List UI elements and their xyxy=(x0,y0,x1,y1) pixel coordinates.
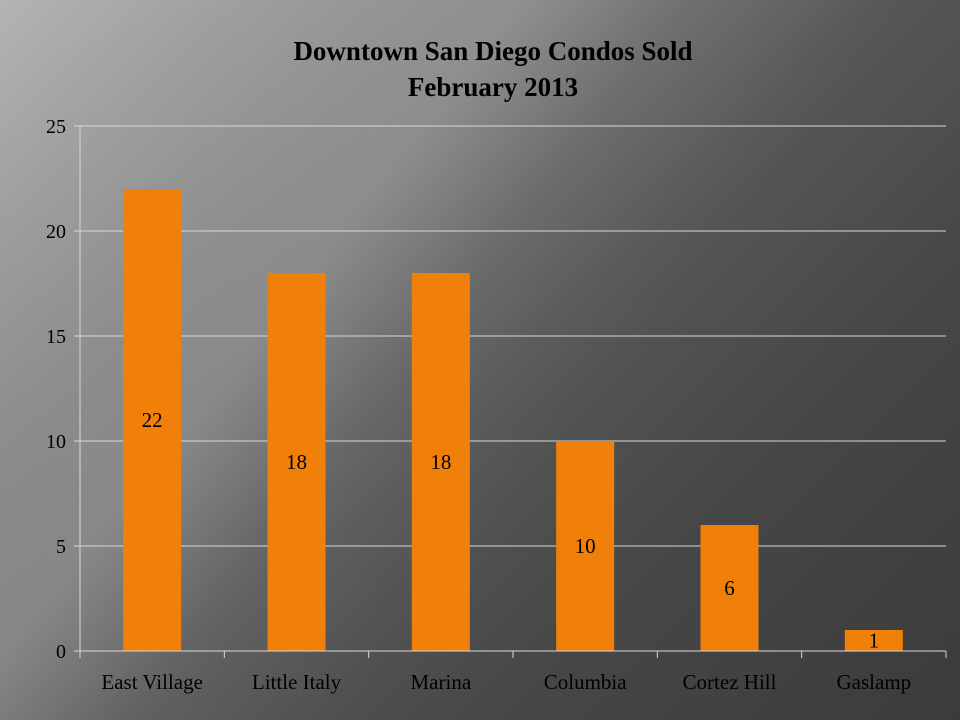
bar-gaslamp xyxy=(844,630,903,651)
y-tick-label: 10 xyxy=(46,431,66,453)
y-tick-label: 0 xyxy=(56,641,66,663)
data-label: 6 xyxy=(724,576,735,600)
y-tick-label: 25 xyxy=(46,116,66,138)
data-label: 18 xyxy=(430,450,451,474)
bars: 22 18 18 10 6 1 xyxy=(123,189,903,653)
data-label: 10 xyxy=(575,534,596,558)
bar-cortez-hill xyxy=(700,525,759,651)
data-label: 22 xyxy=(142,408,163,432)
chart-title: Downtown San Diego Condos Sold xyxy=(293,36,692,66)
data-label: 1 xyxy=(869,629,880,653)
axes: 0 5 10 15 20 25 East Village Little Italy Marina… xyxy=(46,116,947,694)
x-category-label: Gaslamp xyxy=(837,670,912,694)
data-label: 18 xyxy=(286,450,307,474)
y-tick-label: 15 xyxy=(46,326,66,348)
x-category-label: Columbia xyxy=(544,670,628,694)
chart-subtitle: February 2013 xyxy=(408,72,578,102)
bar-little-italy xyxy=(267,273,326,651)
bar-columbia xyxy=(556,441,615,651)
gridlines xyxy=(74,125,946,652)
y-tick-label: 5 xyxy=(56,536,66,558)
bar-marina xyxy=(411,273,470,651)
x-category-label: Marina xyxy=(411,670,472,694)
x-category-label: East Village xyxy=(101,670,203,694)
y-tick-label: 20 xyxy=(46,221,66,243)
bar-east-village xyxy=(123,189,182,651)
x-category-label: Cortez Hill xyxy=(683,670,777,694)
x-category-label: Little Italy xyxy=(252,670,342,694)
